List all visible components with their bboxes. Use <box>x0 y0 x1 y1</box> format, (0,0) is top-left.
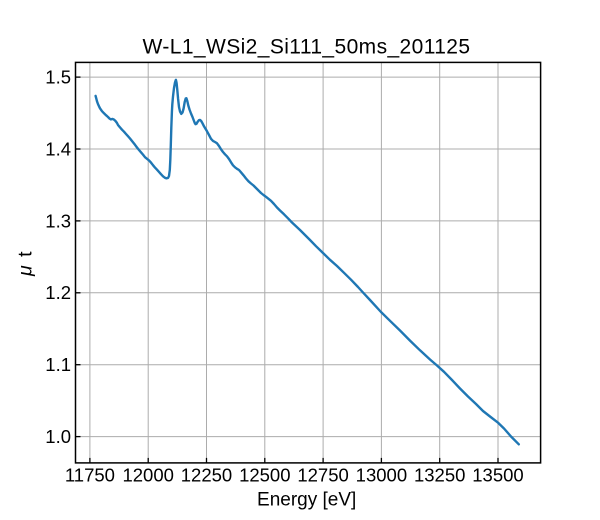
svg-text:Energy [eV]: Energy [eV] <box>257 489 356 510</box>
svg-text:12750: 12750 <box>297 465 348 486</box>
svg-text:1.0: 1.0 <box>45 426 71 447</box>
svg-text:12500: 12500 <box>239 465 290 486</box>
svg-text:1.3: 1.3 <box>45 210 71 231</box>
svg-text:13000: 13000 <box>356 465 407 486</box>
svg-text:1.1: 1.1 <box>45 354 71 375</box>
svg-text:1.2: 1.2 <box>45 282 71 303</box>
svg-text:1.4: 1.4 <box>45 138 71 159</box>
svg-text:1.5: 1.5 <box>45 67 71 88</box>
svg-text:μ t: μ t <box>15 250 37 277</box>
svg-text:W-L1_WSi2_Si111_50ms_201125: W-L1_WSi2_Si111_50ms_201125 <box>143 36 471 59</box>
svg-text:12250: 12250 <box>181 465 232 486</box>
svg-text:13500: 13500 <box>472 465 523 486</box>
svg-text:12000: 12000 <box>122 465 173 486</box>
svg-text:11750: 11750 <box>65 465 115 486</box>
svg-text:13250: 13250 <box>414 465 465 486</box>
